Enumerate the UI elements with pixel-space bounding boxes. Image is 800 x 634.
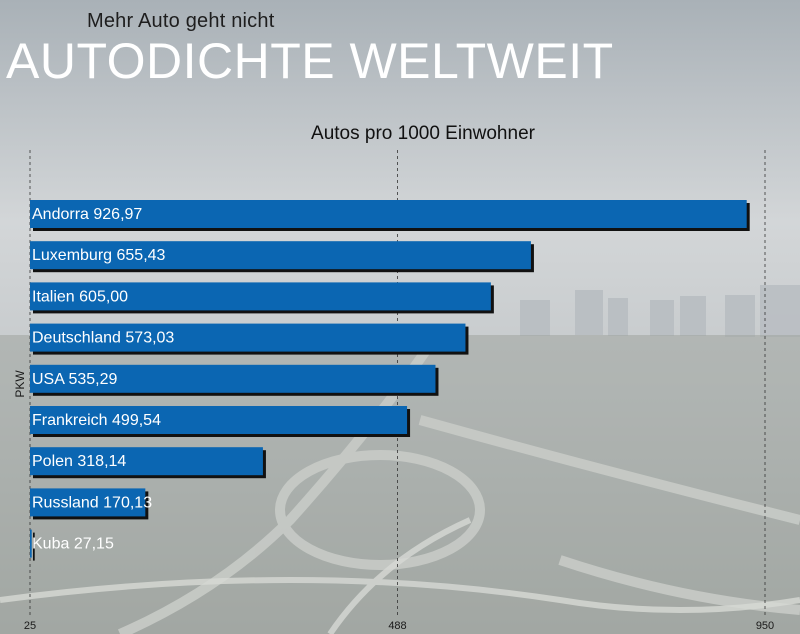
bar-usa [30,364,436,393]
x-tick-label: 950 [756,620,774,632]
bar-label: USA 535,29 [32,371,118,388]
bar-label: Kuba 27,15 [32,536,114,553]
bar-label: Frankreich 499,54 [32,412,161,429]
bar-deutschland [30,323,466,352]
bar-frankreich [30,406,408,434]
bar-italien [30,282,491,311]
bar-label: Russland 170,13 [32,494,152,511]
bar-label: Luxemburg 655,43 [32,247,166,264]
bar-russland [30,488,146,517]
x-tick-labels-group: 25 488 950 [24,620,774,632]
bar-kuba [30,529,32,558]
bars-group [30,200,750,561]
x-tick-label: 488 [388,620,406,632]
page-title: AUTODICHTE WELTWEIT [6,33,614,89]
bar-label: Deutschland 573,03 [32,330,174,347]
bar-label: Italien 605,00 [32,288,128,305]
subtitle: Mehr Auto geht nicht [87,10,275,32]
bar-label: Andorra 926,97 [32,206,142,223]
bar-polen [30,447,263,476]
chart-title: Autos pro 1000 Einwohner [311,123,536,144]
bar-label: Polen 318,14 [32,453,126,470]
bar-andorra [30,200,747,228]
bar-luxemburg [30,241,531,270]
x-tick-label: 25 [24,620,36,632]
bar-shadow [33,532,35,561]
bar-labels-group: Andorra 926,97 Luxemburg 655,43 Italien 60… [32,206,174,553]
y-axis-label: PKW [13,370,27,398]
